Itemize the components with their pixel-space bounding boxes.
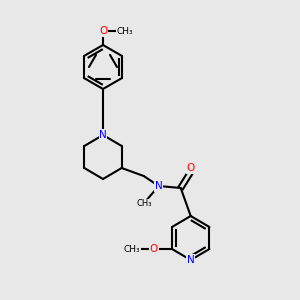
Text: N: N — [155, 181, 163, 191]
Text: N: N — [99, 130, 107, 140]
Text: O: O — [99, 26, 107, 36]
Text: CH₃: CH₃ — [124, 244, 140, 253]
Text: CH₃: CH₃ — [117, 26, 133, 35]
Text: CH₃: CH₃ — [137, 200, 152, 208]
Text: N: N — [187, 255, 195, 265]
Text: O: O — [150, 244, 158, 254]
Text: O: O — [187, 163, 195, 173]
